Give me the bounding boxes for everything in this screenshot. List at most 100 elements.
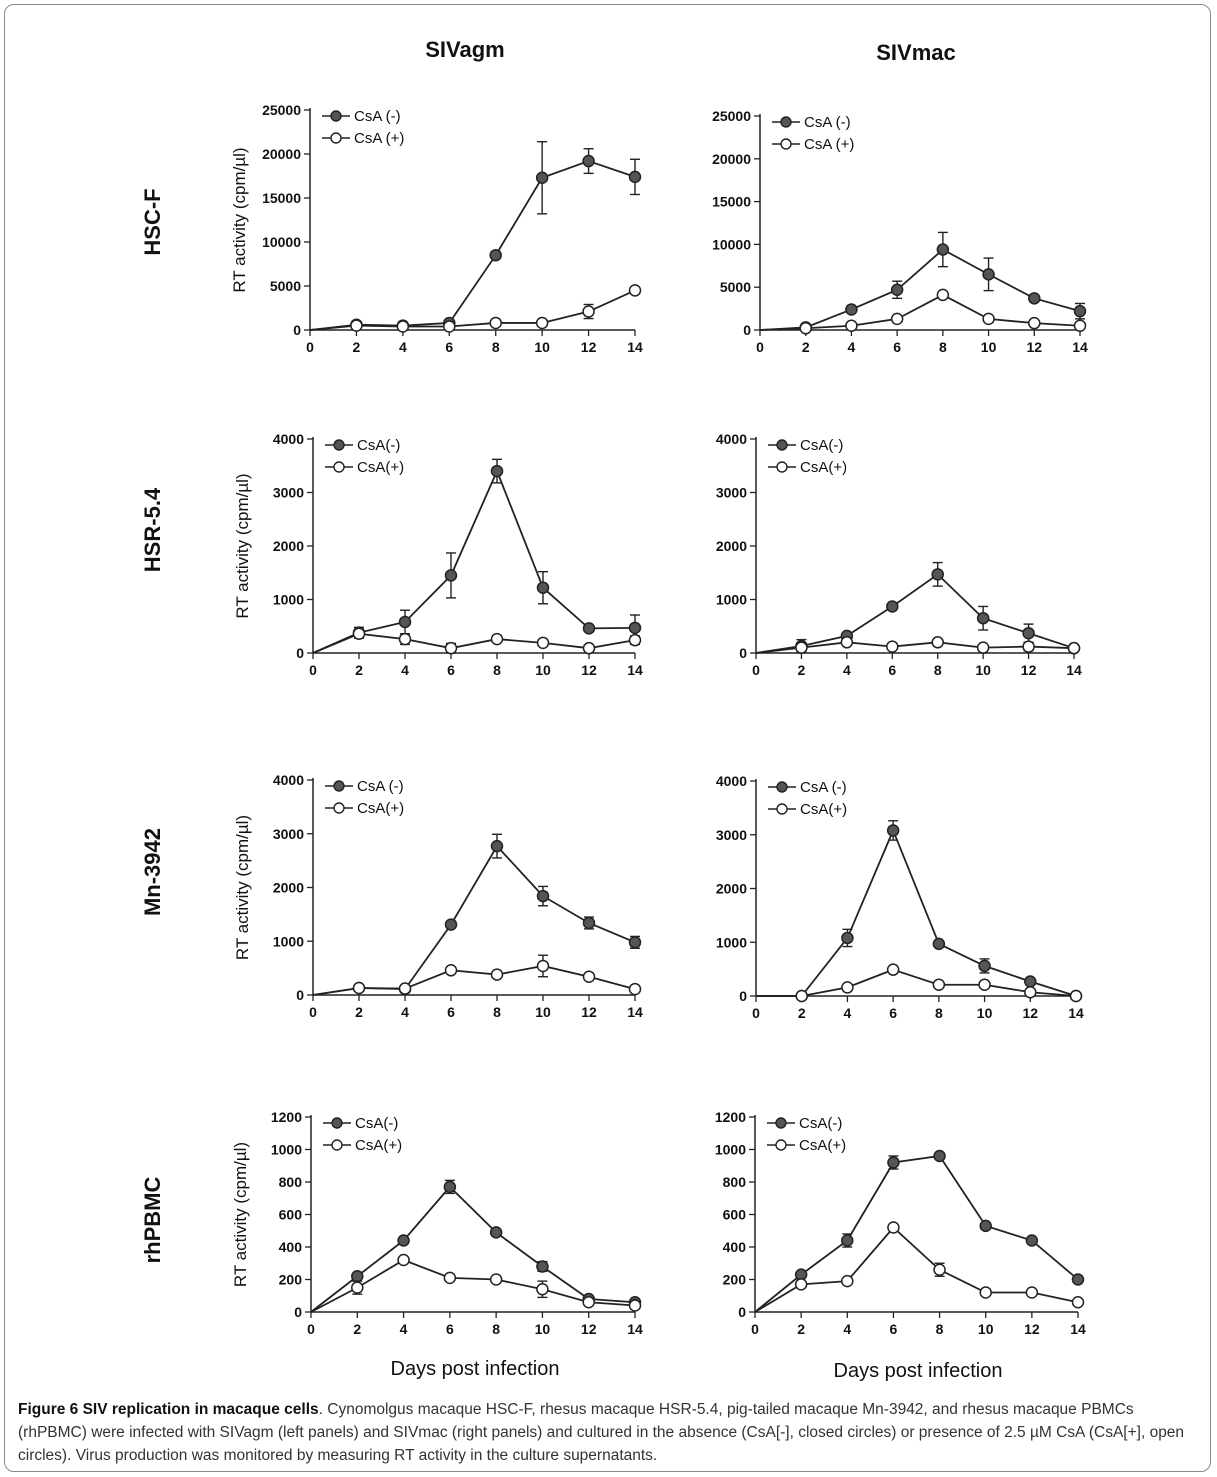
data-point-open [841,1274,854,1288]
x-tick-label: 0 [309,1004,317,1020]
data-point-open [886,963,900,976]
y-tick-label: 3000 [716,485,747,501]
y-tick-label: 0 [739,645,747,661]
data-point-closed [890,283,904,297]
y-tick-label: 2000 [716,538,747,554]
data-point-open [628,1299,642,1312]
x-tick-label: 2 [798,1005,806,1021]
data-point-open [536,636,550,650]
data-point-closed [886,824,900,837]
series-line-csa-plus [309,289,636,331]
data-point-open [1069,989,1083,1003]
y-tick-label: 15000 [262,190,301,206]
data-point-open [396,320,410,333]
legend-marker-closed [333,780,345,792]
row-label-hsr54: HSR-5.4 [140,487,165,573]
data-point-open [628,284,642,297]
data-point-closed [886,600,899,613]
x-tick-label: 4 [848,339,856,355]
x-tick-label: 10 [535,1321,551,1337]
x-tick-label: 2 [355,1004,363,1020]
y-tick-label: 1200 [271,1109,302,1125]
data-point-closed [582,154,595,168]
series-line-csa-plus [755,641,1075,654]
legend-label: CsA (+) [354,130,404,147]
legend-marker-open [776,803,788,815]
legend-marker-closed [780,116,792,128]
data-point-closed [933,1149,946,1163]
data-point-open [398,632,412,646]
row-label-hscf: HSC-F [140,188,165,256]
x-tick-label: 2 [802,339,810,355]
legend-marker-closed [776,439,788,451]
x-tick-label: 6 [447,1004,455,1020]
y-tick-label: 1200 [715,1109,746,1125]
y-tick-label: 2000 [716,881,747,897]
data-point-closed [628,621,642,635]
data-point-closed [1028,292,1041,305]
series-line-csa-plus [312,632,636,654]
series-line-csa-plus [754,1226,1079,1313]
data-point-open [795,989,808,1003]
caption-title: Figure 6 SIV replication in macaque cell… [18,1401,319,1418]
x-tick-label: 10 [534,339,550,355]
data-point-closed [398,615,412,629]
data-point-closed [931,568,944,581]
x-tick-label: 2 [355,662,363,678]
y-tick-label: 10000 [262,234,301,250]
data-point-open [795,641,808,654]
legend-label: CsA (-) [357,778,404,795]
data-point-closed [397,1234,410,1247]
y-axis-label: RT activity (cpm/µl) [233,815,252,960]
y-tick-label: 10000 [712,236,751,252]
data-point-closed [628,170,642,184]
y-tick-label: 200 [723,1272,747,1288]
data-point-closed [979,1219,992,1233]
x-tick-label: 0 [756,339,764,355]
data-point-open [1028,316,1041,330]
chart-mn3942-sivmac: 0 1000 2000 3000 4000 0 2 4 6 8 10 12 14 CsA (-) CsA(+… [716,773,1084,1021]
legend-label: CsA(+) [357,800,404,817]
x-axis-label-right: Days post infection [833,1360,1003,1382]
data-point-closed [582,622,596,635]
legend-label: CsA(-) [799,1115,842,1132]
chart-hsr54-sivagm: 0 1000 2000 3000 4000 0 2 4 6 8 10 12 14 RT activity … [233,431,643,678]
data-point-open [1071,1296,1085,1309]
legend-label: CsA (+) [804,136,854,153]
data-point-open [582,1296,595,1309]
y-tick-label: 3000 [273,485,304,501]
data-point-closed [841,931,854,945]
series-line-csa-plus [310,1259,636,1313]
y-tick-label: 1000 [716,934,747,950]
y-tick-label: 4000 [716,773,747,789]
y-tick-label: 800 [279,1174,303,1190]
y-tick-label: 0 [739,988,747,1004]
legend-marker-closed [333,439,345,451]
data-point-open [397,1253,410,1267]
data-point-open [1022,640,1035,653]
data-point-open [931,636,944,649]
data-point-open [628,982,642,996]
x-tick-label: 8 [934,662,942,678]
y-tick-label: 2000 [273,538,304,554]
caption-text: . Cynomolgus macaque HSC-F, rhesus macaq… [18,1401,1185,1464]
x-tick-label: 14 [627,1321,643,1337]
data-point-open [982,312,995,326]
data-point-open [351,1281,364,1294]
data-point-open [933,1263,946,1276]
data-point-open [845,319,858,332]
y-tick-label: 4000 [273,431,304,447]
legend-marker-open [333,802,345,814]
y-tick-label: 0 [743,322,751,338]
y-tick-label: 1000 [271,1142,302,1158]
x-tick-label: 0 [307,1321,315,1337]
data-point-closed [1073,304,1087,318]
data-point-open [886,640,899,653]
x-tick-label: 4 [400,1321,408,1337]
series-line-csa-minus [755,573,1075,654]
legend-label: CsA(-) [357,437,400,454]
x-tick-label: 4 [401,1004,409,1020]
data-point-closed [1025,1234,1039,1247]
data-point-closed [444,918,458,931]
x-tick-label: 8 [492,339,500,355]
